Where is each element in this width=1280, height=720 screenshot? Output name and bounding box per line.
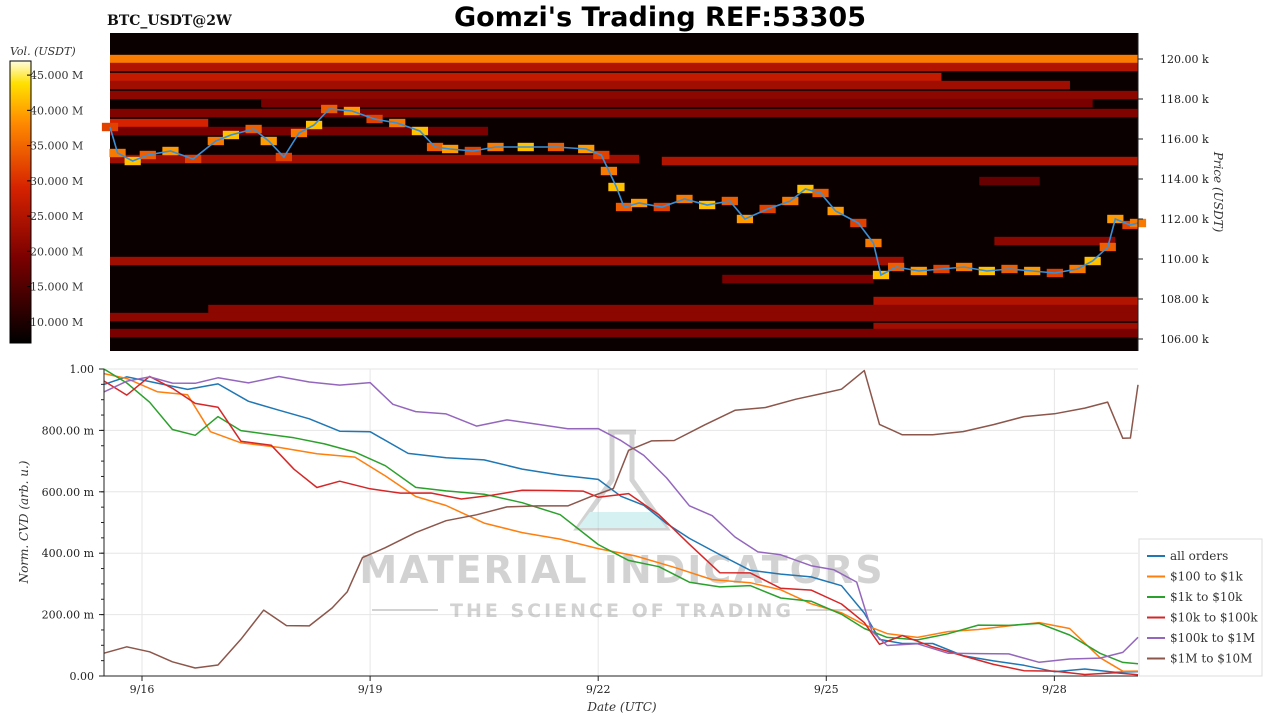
liquidity-band: [110, 54, 1138, 64]
cvd-x-tick-label: 9/22: [586, 683, 611, 696]
cvd-y-tick-label: 200.00 m: [42, 609, 95, 622]
liquidity-band: [110, 62, 1138, 72]
cvd-y-tick-label: 400.00 m: [42, 547, 95, 560]
cvd-y-tick-label: 800.00 m: [42, 424, 95, 437]
liquidity-band: [261, 98, 1093, 108]
colorbar-tick-label: 20.000 M: [30, 245, 83, 258]
price-line: [109, 108, 1139, 277]
liquidity-band: [873, 296, 1138, 306]
chart-title: Gomzi's Trading REF:53305: [454, 2, 866, 33]
cvd-x-tick-label: 9/28: [1042, 683, 1067, 696]
liquidity-band: [110, 256, 904, 266]
cvd-y-ticks: 0.00 200.00 m 400.00 m 600.00 m 800.00 m 1.00: [42, 363, 104, 683]
liquidity-band: [979, 176, 1040, 186]
liquidity-band: [661, 156, 1138, 166]
liquidity-band: [110, 154, 640, 164]
symbol-label: BTC_USDT@2W: [107, 13, 232, 29]
cvd-line-series: [103, 375, 1139, 664]
cvd-x-ticks: 9/16 9/19 9/22 9/25 9/28: [130, 676, 1067, 696]
colorbar-tick-label: 30.000 M: [30, 175, 83, 188]
flask-icon: [573, 429, 671, 531]
price-tick-label: 106.00 k: [1160, 333, 1209, 346]
cvd-y-tick-label: 1.00: [70, 363, 95, 376]
colorbar-tick-label: 35.000 M: [30, 140, 83, 153]
legend-label: $1M to $10M: [1170, 652, 1252, 666]
liquidity-band: [110, 72, 942, 82]
colorbar-tick-label: 45.000 M: [30, 69, 83, 82]
liquidity-band: [110, 90, 1138, 100]
cvd-x-axis-label: Date (UTC): [586, 700, 656, 714]
cvd-line-series: [103, 369, 1139, 669]
legend-label: all orders: [1170, 549, 1228, 563]
liquidity-band: [208, 304, 1138, 314]
legend-label: $1k to $10k: [1170, 590, 1243, 604]
cvd-x-tick-label: 9/16: [130, 683, 155, 696]
liquidity-band: [110, 80, 1070, 90]
cvd-series-lines: [103, 368, 1139, 676]
cvd-y-axis-label: Norm. CVD (arb. u.): [17, 460, 31, 584]
cvd-line-series: [103, 368, 1139, 665]
price-tick-label: 110.00 k: [1160, 253, 1209, 266]
liquidity-band: [722, 274, 874, 284]
price-tick-label: 108.00 k: [1160, 293, 1209, 306]
liquidity-band: [110, 118, 209, 128]
legend-items: all orders $100 to $1k $1k to $10k $10k to …: [1147, 549, 1258, 666]
liquidity-band: [994, 236, 1116, 246]
legend: all orders $100 to $1k $1k to $10k $10k to …: [1138, 538, 1263, 677]
price-tick-label: 116.00 k: [1160, 133, 1209, 146]
cvd-y-tick-label: 0.00: [70, 670, 95, 683]
colorbar-tick-label: 40.000 M: [30, 104, 83, 117]
legend-label: $100k to $1M: [1170, 631, 1255, 645]
legend-label: $100 to $1k: [1170, 570, 1243, 584]
liquidity-band: [110, 328, 1138, 338]
colorbar-gradient: [9, 60, 32, 344]
cvd-y-tick-label: 600.00 m: [42, 486, 95, 499]
colorbar-label: Vol. (USDT): [10, 45, 76, 58]
legend-box: [1138, 538, 1263, 677]
colorbar-tick-label: 10.000 M: [30, 316, 83, 329]
liquidity-band: [110, 108, 1138, 118]
colorbar-tick-label: 15.000 M: [30, 281, 83, 294]
colorbar-tick-label: 25.000 M: [30, 210, 83, 223]
cvd-panel: MATERIAL INDICATORS THE SCIENCE OF TRADI…: [17, 363, 1263, 714]
cvd-x-tick-label: 9/25: [814, 683, 839, 696]
price-tick-label: 112.00 k: [1160, 213, 1209, 226]
price-tick-label: 118.00 k: [1160, 93, 1209, 106]
heatmap-panel: 106.00 k 108.00 k 110.00 k 112.00 k 114.00 k…: [101, 33, 1225, 351]
liquidity-band: [110, 312, 1138, 322]
liquidity-band: [873, 322, 1138, 332]
watermark-tagline: THE SCIENCE OF TRADING: [450, 600, 794, 622]
watermark: MATERIAL INDICATORS THE SCIENCE OF TRADI…: [359, 429, 884, 622]
colorbar: Vol. (USDT) 10.000 M 15.000 M 20.000 M 25.0…: [9, 45, 83, 344]
cvd-x-tick-label: 9/19: [358, 683, 383, 696]
watermark-brand: MATERIAL INDICATORS: [359, 548, 884, 592]
price-axis-ticks: 106.00 k 108.00 k 110.00 k 112.00 k 114.00 k…: [1138, 53, 1209, 346]
price-tick-label: 120.00 k: [1160, 53, 1209, 66]
price-axis-label: Price (USDT): [1211, 151, 1225, 233]
legend-label: $10k to $100k: [1170, 611, 1258, 625]
price-tick-label: 114.00 k: [1160, 173, 1209, 186]
colorbar-ticks: 10.000 M 15.000 M 20.000 M 25.000 M 30.000 M…: [27, 69, 83, 329]
cvd-line-series: [103, 372, 1139, 672]
